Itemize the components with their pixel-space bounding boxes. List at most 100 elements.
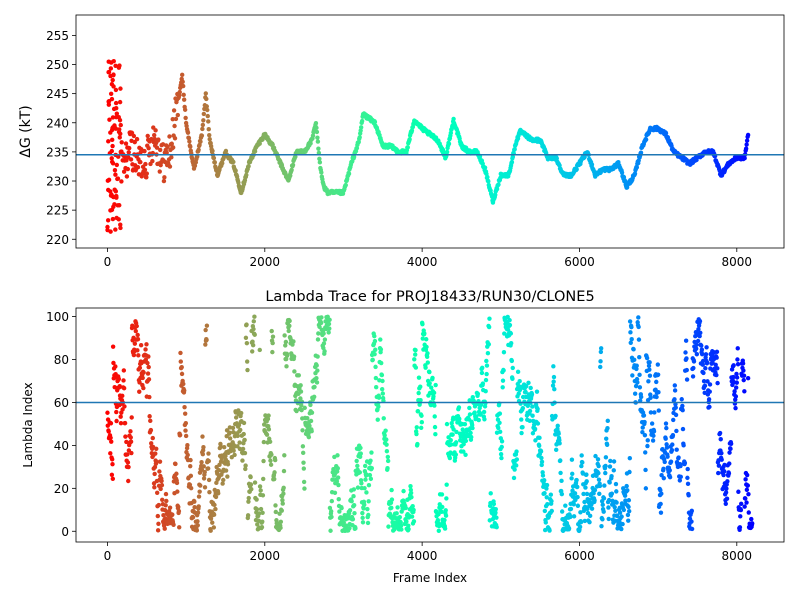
lambda-panel: 0 2000 4000 6000 8000 0 20 40 60 80 100 Lambda Tr…	[21, 289, 785, 585]
lambda-point	[128, 435, 133, 440]
lambda-point	[389, 487, 394, 493]
lambda-point	[422, 331, 427, 336]
lambda-point	[523, 389, 528, 395]
lambda-point	[414, 425, 419, 430]
lambda-point	[406, 526, 411, 532]
lambda-point	[607, 464, 613, 469]
lambda-point	[167, 505, 173, 510]
lambda-point	[185, 442, 190, 448]
lambda-point	[664, 425, 669, 431]
lambda-point	[656, 389, 661, 395]
delta-g-point	[359, 118, 365, 124]
lambda-point	[625, 488, 630, 493]
lambda-point	[138, 342, 144, 348]
delta-g-point	[638, 150, 644, 155]
lambda-point	[510, 376, 515, 381]
lambda-point	[644, 355, 650, 361]
lambda-point	[467, 398, 472, 403]
delta-g-point	[634, 165, 640, 170]
lambda-point	[258, 488, 263, 493]
lambda-point	[216, 491, 221, 496]
lambda-point	[280, 501, 285, 506]
lambda-point	[121, 378, 126, 383]
delta-g-point	[107, 117, 112, 122]
lambda-point	[555, 423, 560, 429]
lambda-point	[516, 391, 521, 396]
lambda-point	[296, 373, 301, 378]
lambda-point	[733, 394, 739, 399]
lambda-point	[179, 364, 184, 370]
lambda-point	[308, 418, 314, 424]
delta-g-point	[117, 135, 122, 140]
lambda-point	[128, 439, 134, 444]
lambda-point	[156, 521, 161, 526]
lambda-point	[512, 467, 517, 472]
lambda-point	[699, 343, 704, 348]
lambda-point	[144, 342, 149, 347]
lambda-point	[108, 435, 113, 440]
lambda-point	[535, 421, 541, 426]
delta-g-point	[207, 132, 212, 138]
lambda-point	[319, 315, 324, 320]
y-tick-label: 235	[46, 145, 69, 159]
lambda-point	[208, 516, 214, 521]
lambda-point	[202, 469, 207, 475]
lambda-point	[627, 319, 633, 324]
lambda-point	[185, 452, 190, 458]
delta-g-point	[108, 229, 113, 234]
lambda-point	[745, 483, 751, 488]
lambda-point	[510, 365, 515, 371]
lambda-point	[182, 388, 187, 393]
lambda-point	[280, 498, 285, 503]
delta-g-point	[236, 180, 241, 185]
delta-g-point	[742, 156, 747, 161]
lambda-point	[630, 373, 635, 378]
lambda-point	[500, 385, 505, 390]
lambda-point	[517, 379, 522, 384]
lambda-point	[418, 397, 423, 403]
lambda-point	[265, 416, 271, 422]
lambda-point	[363, 477, 368, 482]
lambda-point	[416, 375, 422, 380]
lambda-point	[519, 417, 524, 422]
lambda-point	[223, 468, 229, 473]
lambda-point	[646, 379, 651, 384]
lambda-point	[694, 346, 699, 351]
lambda-point	[547, 528, 552, 533]
lambda-point	[431, 394, 436, 399]
lambda-point	[673, 412, 679, 418]
lambda-point	[241, 420, 247, 426]
lambda-point	[672, 388, 678, 393]
lambda-point	[646, 363, 652, 369]
delta-g-point	[183, 115, 188, 121]
lambda-point	[678, 474, 683, 480]
lambda-point	[424, 337, 429, 342]
lambda-point	[472, 410, 477, 415]
lambda-point	[367, 472, 373, 478]
lambda-point	[129, 415, 134, 420]
lambda-point	[259, 524, 265, 530]
lambda-point	[395, 505, 400, 510]
lambda-point	[373, 375, 379, 381]
lambda-point	[448, 442, 454, 447]
lambda-point	[220, 481, 225, 486]
lambda-point	[182, 404, 187, 410]
lambda-point	[626, 498, 632, 503]
lambda-point	[734, 371, 739, 377]
x-tick-label: 8000	[722, 255, 753, 269]
lambda-point	[188, 485, 194, 491]
lambda-point	[728, 446, 733, 452]
lambda-point	[350, 516, 356, 522]
lambda-point	[164, 498, 169, 504]
delta-g-point	[128, 157, 134, 162]
lambda-point	[267, 439, 273, 444]
lambda-point	[255, 522, 260, 527]
lambda-point	[530, 404, 535, 409]
lambda-point	[284, 353, 290, 358]
delta-g-point	[131, 133, 137, 139]
lambda-point	[291, 339, 296, 344]
lambda-point	[578, 510, 583, 515]
lambda-point	[287, 318, 292, 324]
lambda-point	[398, 523, 404, 528]
lambda-point	[237, 446, 243, 452]
